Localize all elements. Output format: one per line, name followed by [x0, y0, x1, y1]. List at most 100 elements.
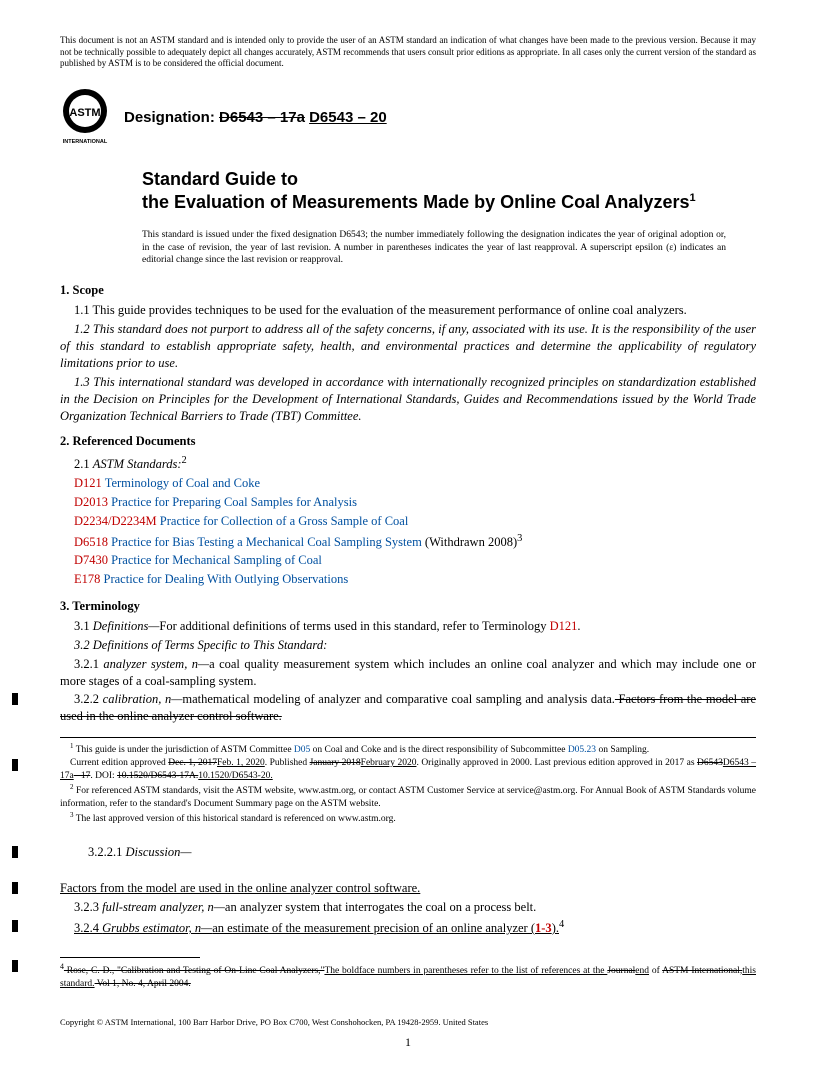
designation-old: D6543 – 17a [219, 109, 305, 126]
section-1-head: 1. Scope [60, 283, 756, 298]
disclaimer-text: This document is not an ASTM standard an… [60, 35, 756, 70]
astm-logo: ASTM INTERNATIONAL [60, 88, 110, 146]
t: . Published [265, 758, 310, 768]
ref-code[interactable]: E178 [74, 572, 100, 586]
link[interactable]: D05.23 [568, 745, 596, 755]
term: full-stream analyzer, n— [102, 900, 225, 914]
section-3-head: 3. Terminology [60, 599, 756, 614]
footnotes-block-1: 1 This guide is under the jurisdiction o… [60, 737, 756, 825]
svg-text:ASTM: ASTM [69, 107, 100, 119]
ref-d121: D121 Terminology of Coal and Coke [60, 474, 756, 493]
ref-code[interactable]: D2013 [74, 495, 108, 509]
num: 3.2.2.1 [88, 845, 126, 859]
num: 3.2.4 [74, 921, 102, 935]
para-3-2-4: 3.2.4 Grubbs estimator, n—an estimate of… [60, 918, 756, 937]
factors-underlined: Factors from the model are used in the o… [60, 880, 756, 897]
del: – 17 [74, 771, 91, 781]
ins: The boldface numbers in parentheses refe… [324, 966, 607, 976]
t: on Coal and Coke and is the direct respo… [310, 745, 568, 755]
term: Definitions— [93, 619, 160, 633]
para-3-2-3: 3.2.3 full-stream analyzer, n—an analyze… [60, 899, 756, 916]
ref-title[interactable]: Practice for Mechanical Sampling of Coal [111, 553, 322, 567]
term: analyzer system, n— [103, 657, 209, 671]
para-2-1-text: ASTM Standards: [93, 458, 182, 472]
t: . DOI: [90, 771, 117, 781]
del: Dec. 1, 2017 [168, 758, 217, 768]
standard-title: Standard Guide to the Evaluation of Meas… [142, 168, 756, 215]
text: an estimate of the measurement precision… [212, 921, 535, 935]
del: Rose, C. D., "Calibration and Testing of… [64, 966, 324, 976]
footnote-1-line2: Current edition approved Dec. 1, 2017Feb… [60, 757, 756, 783]
footnote-3: 3 The last approved version of this hist… [60, 811, 756, 826]
footnote-4: 4 Rose, C. D., "Calibration and Testing … [60, 958, 756, 991]
para-1-3: 1.3 This international standard was deve… [60, 374, 756, 425]
footnote-1: 1 This guide is under the jurisdiction o… [60, 742, 756, 757]
sup: 4 [559, 919, 564, 930]
ref-sup: 3 [517, 533, 522, 544]
t: For referenced ASTM standards, visit the… [60, 786, 756, 809]
ref-d6518: D6518 Practice for Bias Testing a Mechan… [60, 531, 756, 552]
ref-d2013: D2013 Practice for Preparing Coal Sample… [60, 493, 756, 512]
issued-note: This standard is issued under the fixed … [142, 229, 726, 267]
para-3-1: 3.1 Definitions—For additional definitio… [60, 618, 756, 635]
del: Journal [607, 966, 635, 976]
para-2-1: 2.1 ASTM Standards:2 [60, 453, 756, 474]
ref-code[interactable]: D2234/D2234M [74, 514, 157, 528]
ins: Feb. 1, 2020 [217, 758, 265, 768]
ref-title[interactable]: Practice for Collection of a Gross Sampl… [160, 514, 409, 528]
t: Current edition approved [70, 758, 168, 768]
para-1-1: 1.1 This guide provides techniques to be… [60, 302, 756, 319]
ref-code[interactable]: D121 [74, 476, 102, 490]
term: Grubbs estimator, n— [102, 921, 212, 935]
ref-e178: E178 Practice for Dealing With Outlying … [60, 570, 756, 589]
ref-title[interactable]: Practice for Preparing Coal Samples for … [111, 495, 357, 509]
title-line1: Standard Guide to [142, 169, 298, 189]
text: For additional definitions of terms used… [159, 619, 549, 633]
ref-bold: 1-3 [535, 921, 552, 935]
num: 3.2.1 [74, 657, 103, 671]
header-row: ASTM INTERNATIONAL Designation: D6543 – … [60, 88, 756, 146]
del: D6543 [697, 758, 723, 768]
para-2-1-num: 2.1 [74, 458, 93, 472]
ref-title[interactable]: Terminology of Coal and Coke [105, 476, 260, 490]
del: 10.1520/D6543-17A. [117, 771, 198, 781]
t: on Sampling. [596, 745, 649, 755]
ref-d7430: D7430 Practice for Mechanical Sampling o… [60, 551, 756, 570]
term: Discussion— [126, 845, 192, 859]
text2: ). [552, 921, 559, 935]
link[interactable]: D05 [294, 745, 310, 755]
ref-code[interactable]: D6518 [74, 535, 108, 549]
copyright: Copyright © ASTM International, 100 Barr… [60, 1017, 756, 1027]
designation: Designation: D6543 – 17a D6543 – 20 [124, 109, 387, 126]
ref-d2234: D2234/D2234M Practice for Collection of … [60, 512, 756, 531]
text: mathematical modeling of analyzer and co… [182, 692, 615, 706]
svg-text:INTERNATIONAL: INTERNATIONAL [63, 139, 108, 145]
para-3-2: 3.2 Definitions of Terms Specific to Thi… [60, 637, 756, 654]
del: Vol 1, No. 4, April 2004. [95, 979, 191, 989]
text: an analyzer system that interrogates the… [225, 900, 536, 914]
num: 3.2.3 [74, 900, 102, 914]
para-3-2-2: 3.2.2 calibration, n—mathematical modeli… [60, 691, 756, 725]
ins: February 2020 [361, 758, 417, 768]
footnote-2: 2 For referenced ASTM standards, visit t… [60, 783, 756, 811]
t: The last approved version of this histor… [74, 814, 396, 824]
ref-title[interactable]: Practice for Dealing With Outlying Obser… [104, 572, 349, 586]
page: This document is not an ASTM standard an… [0, 0, 816, 1080]
para-2-1-sup: 2 [182, 455, 187, 466]
del: ASTM International, [662, 966, 742, 976]
t: . Originally approved in 2000. Last prev… [416, 758, 697, 768]
page-number: 1 [60, 1035, 756, 1050]
ref-code[interactable]: D7430 [74, 553, 108, 567]
ref-suffix: (Withdrawn 2008) [422, 535, 517, 549]
para-3-2-1: 3.2.1 analyzer system, n—a coal quality … [60, 656, 756, 690]
t: This guide is under the jurisdiction of … [74, 745, 294, 755]
title-line2: the Evaluation of Measurements Made by O… [142, 192, 689, 212]
ref-title[interactable]: Practice for Bias Testing a Mechanical C… [111, 535, 422, 549]
section-2-head: 2. Referenced Documents [60, 434, 756, 449]
term: calibration, n— [103, 692, 183, 706]
ref-link[interactable]: D121 [550, 619, 578, 633]
para-1-2: 1.2 This standard does not purport to ad… [60, 321, 756, 372]
t: of [649, 966, 662, 976]
num: 3.1 [74, 619, 93, 633]
title-sup: 1 [689, 192, 695, 204]
